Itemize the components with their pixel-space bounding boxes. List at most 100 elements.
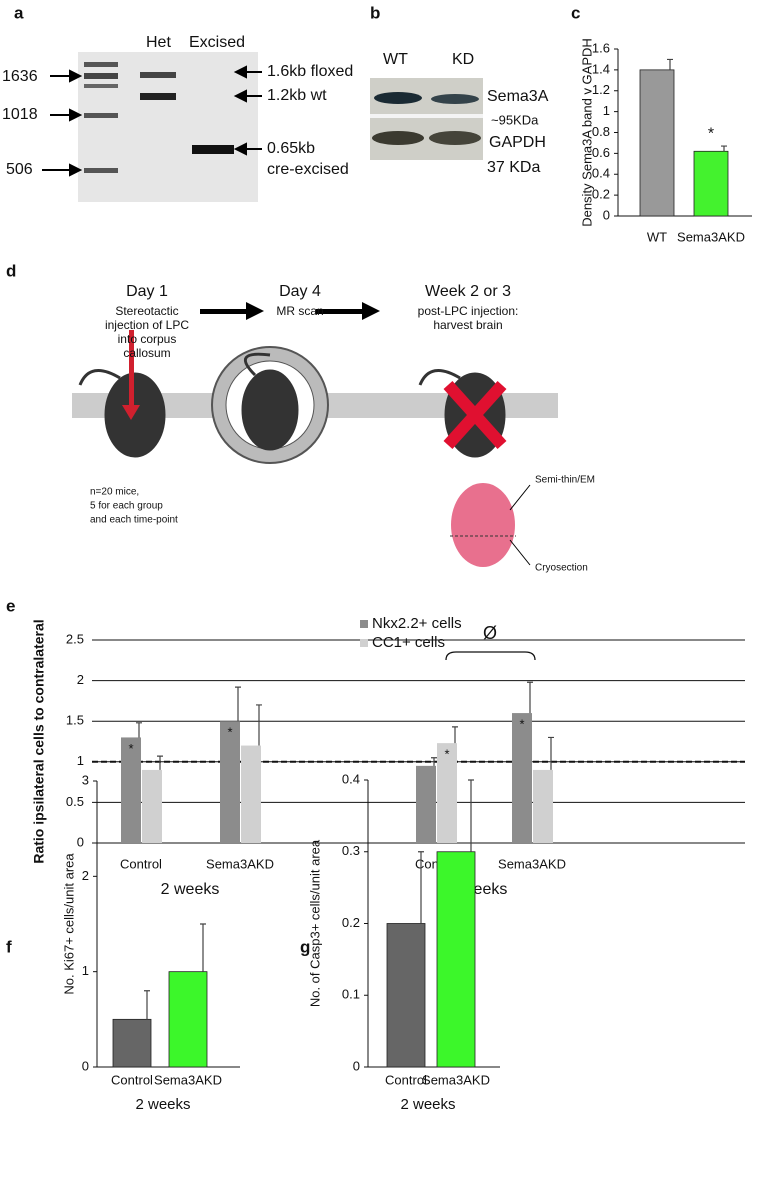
ladder-label: 506: [6, 161, 33, 178]
y-tick-label: 0: [77, 834, 84, 849]
error-bar: [418, 851, 424, 924]
panel-label: f: [6, 937, 12, 956]
marker-label: *: [519, 717, 524, 732]
blot-label: Sema3A: [487, 88, 549, 105]
error-bar: [144, 990, 150, 1020]
y-tick-label: 1: [82, 963, 89, 978]
y-tick-label: 0: [82, 1058, 89, 1073]
y-tick-label: 0.2: [592, 187, 610, 202]
bar: [386, 923, 426, 1068]
lane-label: Excised: [189, 34, 245, 51]
x-tick-label: Control: [111, 1072, 153, 1087]
error-bar: [235, 686, 241, 722]
error-bar: [667, 58, 673, 70]
error-bar: [468, 779, 474, 852]
y-tick-label: 1.6: [592, 40, 610, 55]
bar: [416, 765, 436, 843]
step-title: Day 1: [126, 283, 168, 300]
y-tick-label: 1: [603, 103, 610, 118]
y-tick-label: 2: [77, 672, 84, 687]
bar: [533, 769, 553, 843]
x-tick-label: WT: [647, 229, 667, 244]
y-tick-label: 0.4: [592, 166, 610, 181]
y-tick-label: 0.5: [66, 794, 84, 809]
gel: Het Excised 1636 1018 506 1.6kb floxed 1…: [2, 34, 353, 202]
step-text: MR scan: [276, 304, 323, 318]
diagram: Day 1 Stereotactic injection of LPC into…: [72, 283, 595, 574]
error-bar: [157, 755, 163, 770]
y-tick-label: 0: [353, 1058, 360, 1073]
lane-label: Het: [146, 34, 171, 51]
y-tick-label: 3: [82, 772, 89, 787]
step-text: injection of LPC: [105, 318, 189, 332]
band-label: 0.65kb: [267, 140, 315, 157]
error-bar: [200, 923, 206, 972]
x-tick-label: Control: [120, 856, 162, 871]
x-tick-label: Sema3AKD: [498, 856, 566, 871]
legend-swatch: [360, 639, 368, 647]
x-tick-label: Sema3AKD: [422, 1072, 490, 1087]
blot-label: 37 KDa: [487, 159, 540, 176]
y-tick-label: 1: [77, 753, 84, 768]
step-title: Day 4: [279, 283, 321, 300]
note: 5 for each group: [90, 501, 163, 512]
step-text: harvest brain: [433, 318, 502, 332]
x-tick-label: Sema3AKD: [206, 856, 274, 871]
brain-label: Semi-thin/EM: [535, 475, 595, 486]
ladder-label: 1018: [2, 106, 38, 123]
panel-label: d: [6, 261, 16, 280]
y-tick-label: 1.4: [592, 61, 610, 76]
error-bar: [431, 757, 437, 766]
y-tick-label: 0.6: [592, 145, 610, 160]
western-blot: WT KD Sema3A ~95KDa GAPDH 37 KDa: [370, 51, 549, 176]
bar: [142, 769, 162, 843]
lane-label: WT: [383, 51, 408, 68]
error-bar: [452, 726, 458, 744]
band-label: 1.2kb wt: [267, 87, 327, 104]
y-axis-label: Density Sema3A band v GAPDH: [579, 38, 594, 227]
step-text: Stereotactic: [115, 304, 178, 318]
bracket-label: Ø: [483, 623, 497, 643]
blot-label: GAPDH: [489, 134, 546, 151]
panel-label: b: [370, 3, 380, 22]
legend-label: Nkx2.2+ cells: [372, 615, 462, 632]
y-tick-label: 1.5: [66, 713, 84, 728]
bracket: [445, 651, 536, 661]
y-axis-label: Ratio ipsilateral cells to contralateral: [31, 619, 47, 863]
y-tick-label: 0.2: [342, 915, 360, 930]
group-label: 2 weeks: [161, 881, 220, 898]
bar: [436, 851, 476, 1068]
brain-label: Cryosection: [535, 563, 588, 574]
x-axis-label: 2 weeks: [135, 1096, 190, 1113]
bar: [220, 721, 240, 843]
step-text: post-LPC injection:: [418, 304, 519, 318]
y-tick-label: 2: [82, 868, 89, 883]
marker-label: *: [128, 741, 133, 756]
x-tick-label: Control: [385, 1072, 427, 1087]
bar: [639, 69, 675, 217]
note: and each time-point: [90, 515, 178, 526]
blot-label: ~95KDa: [491, 112, 539, 127]
step-title: Week 2 or 3: [425, 283, 511, 300]
panel-label: a: [14, 3, 24, 22]
legend-label: CC1+ cells: [372, 634, 445, 651]
y-tick-label: 2.5: [66, 631, 84, 646]
y-tick-label: 1.2: [592, 82, 610, 97]
panel-label: e: [6, 596, 15, 615]
band-label: cre-excised: [267, 161, 349, 178]
bar: [121, 737, 141, 843]
y-tick-label: 0.8: [592, 124, 610, 139]
y-tick-label: 0: [603, 207, 610, 222]
note: n=20 mice,: [90, 487, 139, 498]
bar: [437, 743, 457, 843]
y-axis-label: No. of Casp3+ cells/unit area: [307, 839, 322, 1007]
bar: [241, 745, 261, 843]
error-bar: [548, 736, 554, 770]
y-axis-label: No. Ki67+ cells/unit area: [61, 853, 76, 995]
legend-swatch: [360, 620, 368, 628]
marker-label: *: [444, 747, 449, 762]
panel-label: c: [571, 3, 580, 22]
error-bar: [721, 145, 727, 152]
lane-label: KD: [452, 51, 474, 68]
